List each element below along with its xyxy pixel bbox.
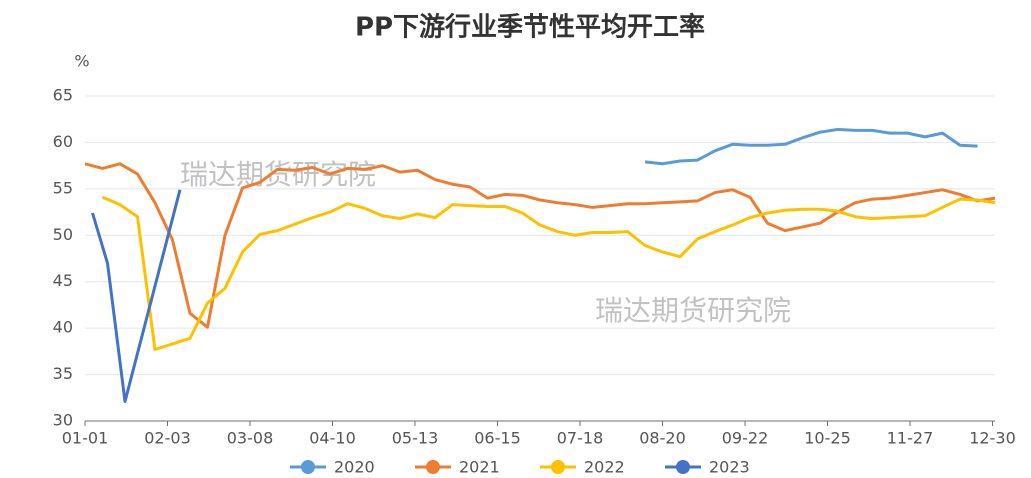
y-tick-label: 55 — [53, 178, 73, 197]
chart-title: PP下游行业季节性平均开工率 — [355, 12, 705, 43]
y-tick-label: 50 — [53, 225, 73, 244]
x-tick-label: 02-03 — [144, 429, 191, 448]
y-tick-label: 60 — [53, 132, 73, 151]
watermark: 瑞达期货研究院 — [180, 158, 376, 191]
legend-label: 2023 — [709, 458, 750, 477]
x-tick-label: 12-30 — [969, 429, 1016, 448]
y-tick-label: 30 — [53, 411, 73, 430]
legend-marker — [301, 460, 315, 474]
watermark: 瑞达期货研究院 — [595, 294, 791, 327]
x-tick-label: 10-25 — [804, 429, 851, 448]
x-tick-label: 05-13 — [392, 429, 439, 448]
series-line — [644, 127, 978, 166]
legend-marker — [551, 460, 565, 474]
x-tick-label: 01-01 — [62, 429, 109, 448]
x-tick-label: 07-18 — [557, 429, 604, 448]
y-axis-label: % — [74, 52, 89, 71]
x-tick-label: 09-22 — [722, 429, 769, 448]
x-tick-label: 03-08 — [227, 429, 274, 448]
x-tick-label: 04-10 — [309, 429, 356, 448]
series-line — [101, 195, 996, 351]
x-tick-label: 11-27 — [887, 429, 934, 448]
legend-marker — [426, 460, 440, 474]
legend-label: 2021 — [459, 458, 500, 477]
x-tick-label: 08-20 — [639, 429, 686, 448]
legend-label: 2022 — [584, 458, 625, 477]
series-line — [84, 162, 996, 329]
series-line — [91, 189, 182, 403]
y-tick-label: 65 — [53, 86, 73, 105]
x-tick-label: 06-15 — [474, 429, 521, 448]
legend-label: 2020 — [334, 458, 375, 477]
y-tick-label: 35 — [53, 364, 73, 383]
y-tick-label: 45 — [53, 271, 73, 290]
legend-marker — [676, 460, 690, 474]
y-tick-label: 40 — [53, 318, 73, 337]
